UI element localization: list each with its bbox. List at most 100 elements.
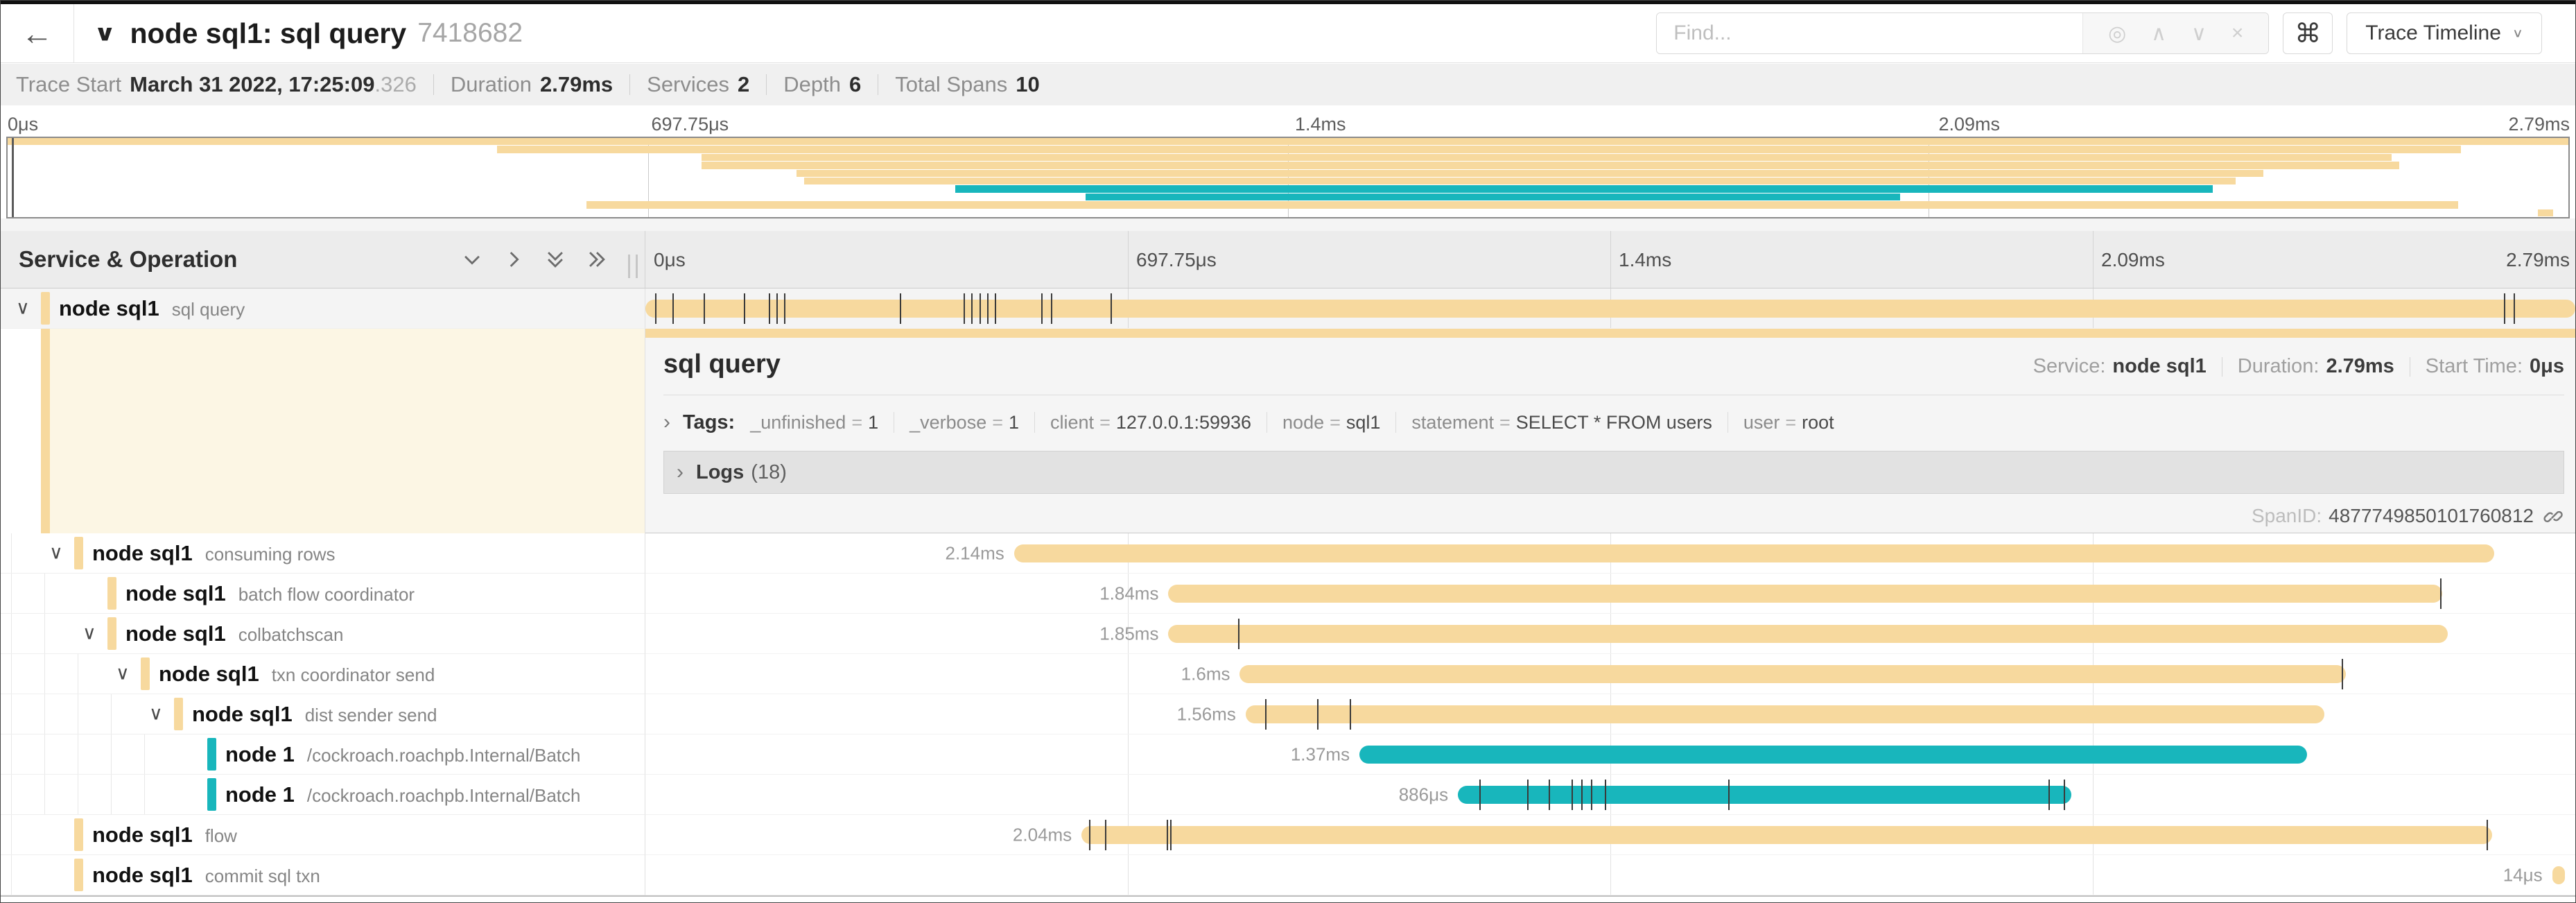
span-duration-label: 1.84ms bbox=[1099, 583, 1159, 603]
find-next-icon[interactable]: ∨ bbox=[2191, 22, 2207, 45]
find-input[interactable] bbox=[1657, 13, 2083, 53]
span-name-cell[interactable]: node sql1 commit sql txn bbox=[1, 855, 645, 895]
span-color-stripe bbox=[41, 292, 50, 325]
log-marker-tick bbox=[1350, 699, 1352, 730]
chevron-down-icon[interactable]: ∨ bbox=[116, 662, 130, 683]
log-marker-tick bbox=[986, 293, 989, 324]
chevron-down-icon[interactable]: ∨ bbox=[94, 21, 116, 46]
match-target-icon[interactable]: ◎ bbox=[2108, 22, 2127, 45]
log-marker-tick bbox=[979, 293, 981, 324]
indent-guide bbox=[11, 855, 12, 895]
chevron-down-icon[interactable]: ∨ bbox=[49, 541, 63, 562]
log-marker-tick bbox=[2503, 293, 2505, 324]
divider bbox=[1395, 412, 1397, 433]
find-clear-icon[interactable]: × bbox=[2231, 22, 2244, 44]
span-id-row: SpanID: 4877749850101760812 bbox=[663, 505, 2564, 527]
span-service-name: node sql1 dist sender send bbox=[192, 701, 437, 726]
collapse-one-icon[interactable] bbox=[460, 248, 484, 271]
deep-link-icon[interactable] bbox=[2543, 506, 2564, 526]
log-marker-tick bbox=[1166, 820, 1168, 850]
log-marker-tick bbox=[1527, 780, 1529, 810]
find-prev-icon[interactable]: ∧ bbox=[2151, 22, 2167, 45]
minimap-span-bar bbox=[803, 178, 2236, 185]
span-bar[interactable] bbox=[1081, 826, 2493, 844]
indent-guide bbox=[11, 654, 12, 694]
span-row[interactable]: node sql1 flow 2.04ms bbox=[1, 815, 2575, 855]
view-selector-button[interactable]: Trace Timeline ∨ bbox=[2347, 12, 2542, 54]
span-row[interactable]: ∨ node sql1 txn coordinator send 1.6ms bbox=[1, 654, 2575, 694]
span-row[interactable]: ∨ node sql1 colbatchscan 1.85ms bbox=[1, 614, 2575, 654]
viewport-scrubber-handle[interactable] bbox=[12, 138, 14, 217]
log-marker-tick bbox=[1728, 780, 1730, 810]
span-bar-cell[interactable]: 14μs bbox=[645, 855, 2575, 895]
span-bar-cell[interactable]: 1.56ms bbox=[645, 694, 2575, 734]
span-row[interactable]: node 1/cockroach.roachpb.Internal/Batch 8… bbox=[1, 775, 2575, 815]
span-bar[interactable] bbox=[2552, 866, 2565, 884]
span-service-name: node sql1 flow bbox=[92, 822, 237, 847]
span-bar-cell[interactable]: 1.37ms bbox=[645, 734, 2575, 775]
span-bar-cell[interactable]: 1.85ms bbox=[645, 614, 2575, 654]
log-marker-tick bbox=[654, 293, 656, 324]
span-name-cell[interactable]: ∨ node sql1 colbatchscan bbox=[1, 614, 645, 654]
span-row[interactable]: node sql1 commit sql txn 14μs bbox=[1, 855, 2575, 895]
span-row[interactable]: node sql1 batch flow coordinator 1.84ms bbox=[1, 574, 2575, 614]
span-name-cell[interactable]: node 1/cockroach.roachpb.Internal/Batch bbox=[1, 734, 645, 775]
tag-item: statement = SELECT * FROM users bbox=[1411, 412, 1712, 433]
span-bar[interactable] bbox=[1239, 665, 2346, 683]
span-id-label: SpanID: bbox=[2251, 505, 2322, 526]
span-name-cell[interactable]: node sql1 batch flow coordinator bbox=[1, 574, 645, 614]
span-bar-cell[interactable]: 2.14ms bbox=[645, 533, 2575, 574]
logs-accordion[interactable]: › Logs (18) bbox=[663, 451, 2564, 494]
span-bar[interactable] bbox=[1359, 746, 2308, 764]
chevron-down-icon[interactable]: ∨ bbox=[16, 296, 30, 318]
span-name-cell[interactable]: node sql1 flow bbox=[1, 815, 645, 855]
span-bar[interactable] bbox=[1168, 585, 2442, 603]
span-bar[interactable] bbox=[1245, 705, 2325, 723]
span-row[interactable]: ∨ node sql1 dist sender send 1.56ms bbox=[1, 694, 2575, 734]
tags-accordion[interactable]: › Tags: _unfinished = 1 _verbose = 1 client = 12… bbox=[663, 411, 2564, 434]
span-bar[interactable] bbox=[1013, 544, 2495, 562]
span-duration-label: 1.6ms bbox=[1181, 663, 1230, 684]
span-row[interactable]: ∨ node sql1 sql query bbox=[1, 289, 2575, 329]
span-row[interactable]: ∨ node sql1 consuming rows 2.14ms bbox=[1, 533, 2575, 574]
span-color-stripe bbox=[74, 859, 83, 891]
span-color-stripe bbox=[207, 778, 216, 811]
axis-tick-label: 1.4ms bbox=[1295, 114, 1346, 135]
keyboard-shortcuts-button[interactable]: ⌘ bbox=[2283, 12, 2333, 54]
log-marker-tick bbox=[900, 293, 902, 324]
log-marker-tick bbox=[743, 293, 745, 324]
minimap-span-bar bbox=[702, 162, 2400, 169]
span-name-cell[interactable]: ∨ node sql1 consuming rows bbox=[1, 533, 645, 574]
timeline-ruler: 0μs 697.75μs 1.4ms 2.09ms 2.79ms bbox=[645, 231, 2575, 288]
log-marker-tick bbox=[1316, 699, 1319, 730]
span-name-cell[interactable]: ∨ node sql1 dist sender send bbox=[1, 694, 645, 734]
column-resizer-handle[interactable] bbox=[628, 255, 638, 278]
view-selector-label: Trace Timeline bbox=[2365, 22, 2501, 44]
span-bar-cell[interactable]: 2.04ms bbox=[645, 815, 2575, 855]
indent-guide bbox=[44, 574, 45, 613]
expand-all-icon[interactable] bbox=[585, 248, 609, 271]
span-bar-cell[interactable]: 1.84ms bbox=[645, 574, 2575, 614]
span-bar[interactable] bbox=[1458, 786, 2072, 804]
collapse-all-icon[interactable] bbox=[543, 248, 567, 271]
span-row[interactable]: node 1/cockroach.roachpb.Internal/Batch 1… bbox=[1, 734, 2575, 775]
chevron-down-icon[interactable]: ∨ bbox=[149, 702, 163, 723]
equals-sign: = bbox=[992, 411, 1003, 433]
summary-item: Services 2 bbox=[647, 72, 749, 97]
tag-value: sql1 bbox=[1346, 411, 1381, 433]
minimap-canvas[interactable] bbox=[6, 137, 2570, 218]
span-bar-cell[interactable] bbox=[645, 289, 2575, 329]
span-bar-cell[interactable]: 1.6ms bbox=[645, 654, 2575, 694]
back-button[interactable]: ← bbox=[1, 4, 74, 62]
span-name-cell[interactable]: ∨ node sql1 sql query bbox=[1, 289, 645, 329]
span-name-cell[interactable]: ∨ node sql1 txn coordinator send bbox=[1, 654, 645, 694]
expand-one-icon[interactable] bbox=[502, 248, 525, 271]
indent-guide bbox=[144, 775, 145, 814]
span-bar-cell[interactable]: 886μs bbox=[645, 775, 2575, 815]
span-name-cell[interactable]: node 1/cockroach.roachpb.Internal/Batch bbox=[1, 775, 645, 815]
chevron-down-icon[interactable]: ∨ bbox=[82, 621, 96, 643]
span-bar[interactable] bbox=[1168, 625, 2448, 643]
indent-guide bbox=[111, 694, 112, 734]
span-bar[interactable] bbox=[645, 300, 2575, 318]
span-detail-meta: Service: node sql1 Duration: 2.79ms Start Ti… bbox=[2033, 355, 2564, 378]
